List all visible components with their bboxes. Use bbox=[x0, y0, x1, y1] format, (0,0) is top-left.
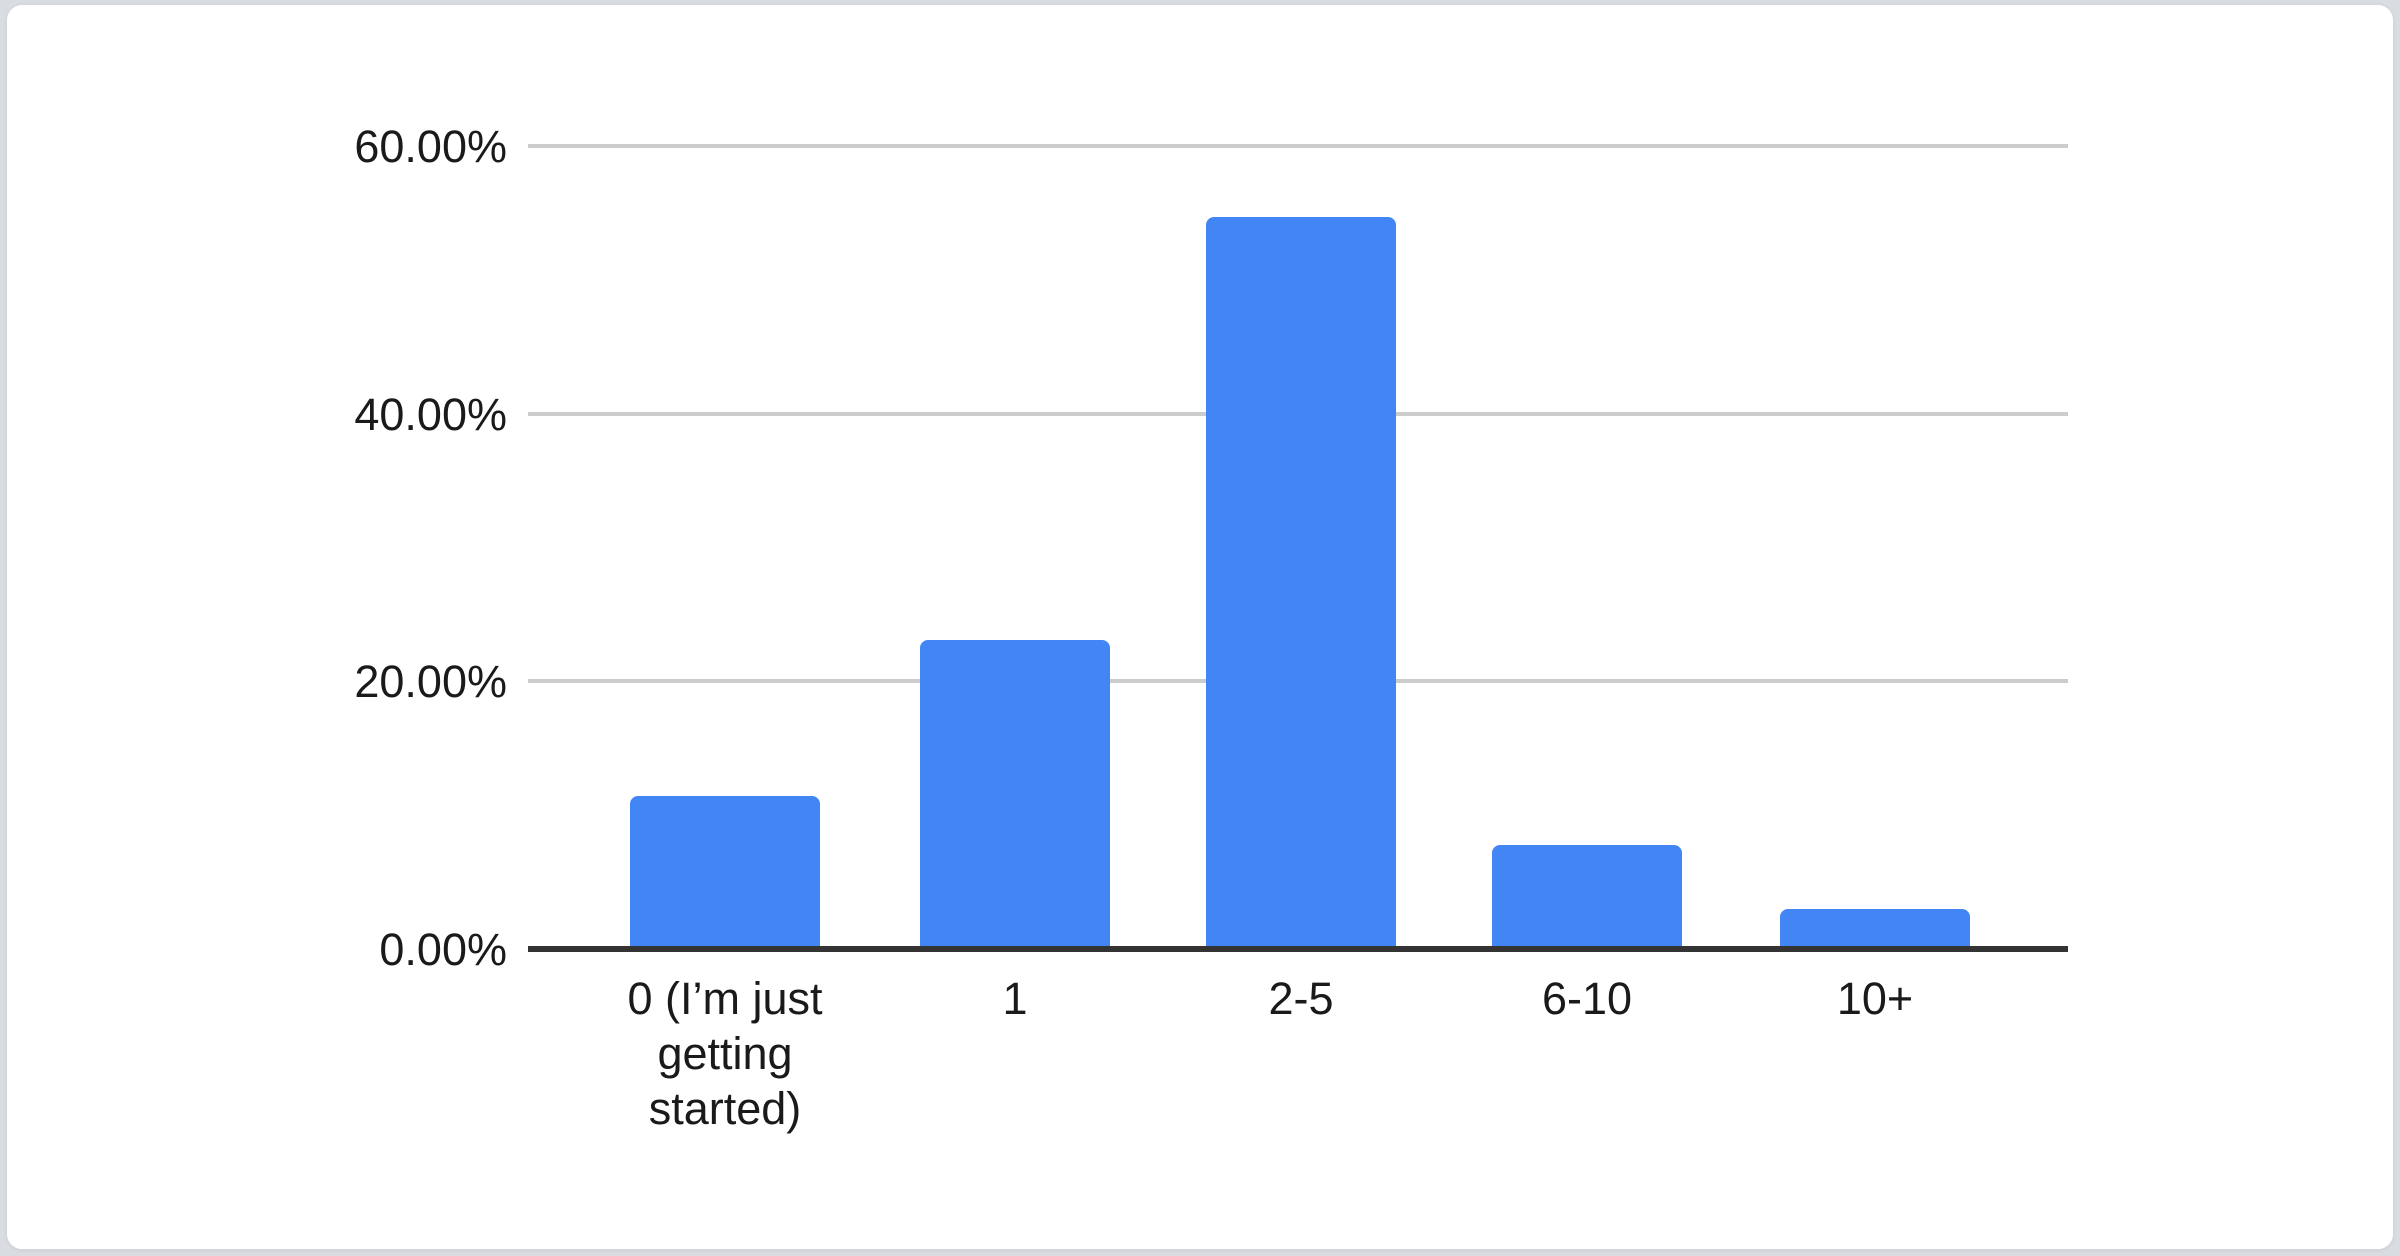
bar-2 bbox=[1206, 216, 1396, 949]
plot-area: 0.00% 20.00% 40.00% 60.00% 0 (I’m just getti… bbox=[7, 5, 2393, 1249]
y-axis-tick-label-0: 0.00% bbox=[379, 924, 507, 975]
x-axis-tick-label-1: 1 bbox=[1002, 973, 1028, 1024]
gridline-60 bbox=[528, 143, 2068, 148]
y-axis-tick-label-3: 60.00% bbox=[354, 120, 507, 172]
x-axis-tick-label-4: 10+ bbox=[1836, 973, 1914, 1024]
x-axis-tick-label-0: 0 (I’m just getting started) bbox=[627, 973, 823, 1134]
x-axis-tick-label-2: 2-5 bbox=[1268, 973, 1334, 1024]
bar-0 bbox=[630, 796, 820, 949]
bar-3 bbox=[1492, 844, 1682, 949]
y-axis-tick-label-2: 40.00% bbox=[354, 388, 507, 440]
x-axis-line bbox=[528, 946, 2068, 952]
y-axis-tick-label-1: 20.00% bbox=[354, 656, 507, 708]
bar-1 bbox=[920, 639, 1110, 949]
x-axis-tick-label-3: 6-10 bbox=[1541, 973, 1633, 1024]
bar-4 bbox=[1780, 908, 1970, 949]
chart-card: 0.00% 20.00% 40.00% 60.00% 0 (I’m just getti… bbox=[6, 4, 2394, 1250]
